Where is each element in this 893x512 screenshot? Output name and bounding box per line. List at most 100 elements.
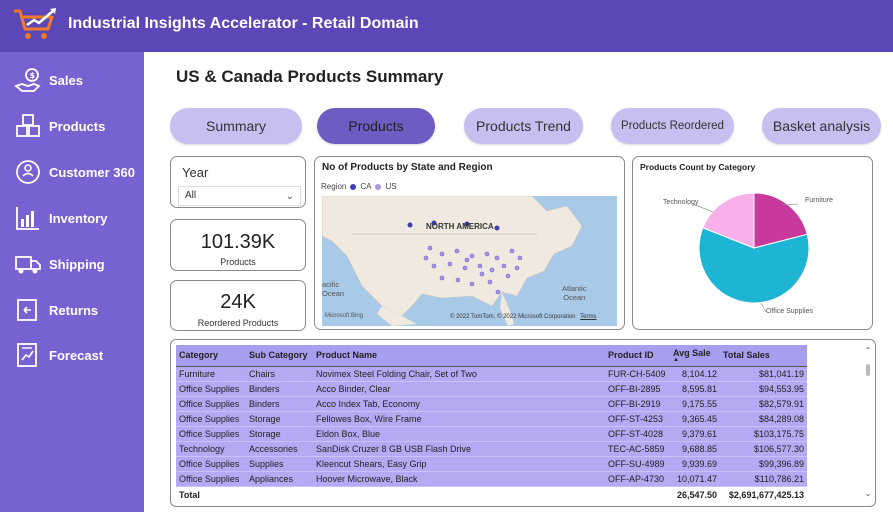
- table-cell: Binders: [246, 396, 313, 412]
- table-cell: Storage: [246, 411, 313, 427]
- scroll-thumb[interactable]: [866, 364, 870, 376]
- table-cell: $99,396.89: [720, 456, 807, 472]
- table-cell: Office Supplies: [176, 411, 246, 427]
- table-cell: Office Supplies: [176, 396, 246, 412]
- tab-basket-analysis[interactable]: Basket analysis: [762, 108, 881, 144]
- map-terms-link[interactable]: Terms: [580, 314, 597, 320]
- sidebar: $ Sales Products Customer 360 Inventory …: [0, 52, 144, 512]
- table-cell: $82,579.91: [720, 396, 807, 412]
- app-title: Industrial Insights Accelerator - Retail…: [68, 15, 419, 32]
- year-slicer: Year All ⌄: [170, 156, 306, 208]
- table-row[interactable]: Furniture Chairs Novimex Steel Folding Cha…: [176, 366, 807, 382]
- sidebar-item-label: Customer 360: [49, 164, 135, 180]
- table-cell: 9,175.55: [670, 396, 720, 412]
- sidebar-item-returns[interactable]: Returns: [0, 290, 144, 330]
- table-scrollbar[interactable]: ⌃ ⌄: [864, 346, 872, 498]
- column-header-product-id[interactable]: Product ID: [605, 345, 670, 367]
- table-cell: Hoover Microwave, Black: [313, 471, 605, 487]
- map-canvas[interactable]: NORTH AMERICA acific Ocean Atlantic Ocea…: [322, 196, 617, 326]
- table-cell: Office Supplies: [176, 456, 246, 472]
- pie-leader-line: [760, 302, 767, 313]
- table-cell: Binders: [246, 381, 313, 397]
- legend-label-us: US: [385, 182, 397, 191]
- column-header-avg-sale[interactable]: Avg Sale ▲: [670, 345, 720, 367]
- table-total-row: Total 26,547.50 $2,691,677,425.13: [176, 486, 807, 503]
- total-empty-cell: [313, 486, 605, 503]
- table-cell: Supplies: [246, 456, 313, 472]
- truck-icon: [13, 249, 43, 279]
- table-cell: 10,071.47: [670, 471, 720, 487]
- table-cell: Fellowes Box, Wire Frame: [313, 411, 605, 427]
- map-label-atlantic: Atlantic Ocean: [562, 284, 587, 302]
- sidebar-item-forecast[interactable]: Forecast: [0, 335, 144, 375]
- scroll-down-icon[interactable]: ⌄: [864, 489, 872, 498]
- table-cell: Novimex Steel Folding Chair, Set of Two: [313, 366, 605, 382]
- table-row[interactable]: Office Supplies Storage Fellowes Box, Wire…: [176, 411, 807, 427]
- table-cell: $106,577.30: [720, 441, 807, 457]
- column-header-product-name[interactable]: Product Name: [313, 345, 605, 367]
- table-row[interactable]: Office Supplies Appliances Hoover Microwav…: [176, 471, 807, 487]
- table-row[interactable]: Technology Accessories SanDisk Cruzer 8 GB…: [176, 441, 807, 457]
- sidebar-item-inventory[interactable]: Inventory: [0, 198, 144, 238]
- forecast-report-icon: [13, 340, 43, 370]
- table-cell: 8,595.81: [670, 381, 720, 397]
- pie-label-office-supplies: Office Supplies: [766, 308, 813, 315]
- legend-title: Region: [321, 182, 347, 191]
- tab-products-reordered[interactable]: Products Reordered: [611, 108, 734, 144]
- table-row[interactable]: Office Supplies Binders Acco Index Tab, Ec…: [176, 396, 807, 412]
- year-dropdown[interactable]: All ⌄: [178, 186, 301, 206]
- sidebar-item-sales[interactable]: $ Sales: [0, 60, 144, 100]
- map-credit: © 2022 TomTom, © 2022 Microsoft Corporat…: [450, 314, 596, 320]
- tab-products[interactable]: Products: [317, 108, 435, 144]
- total-label: Total: [176, 486, 246, 503]
- sort-ascending-icon: ▲: [673, 357, 679, 364]
- table-row[interactable]: Office Supplies Binders Acco Binder, Clear…: [176, 381, 807, 397]
- total-empty-cell: [605, 486, 670, 503]
- table-row[interactable]: Office Supplies Storage Eldon Box, Blue OFF…: [176, 426, 807, 442]
- scroll-up-icon[interactable]: ⌃: [864, 346, 872, 355]
- pie-label-furniture: Furniture: [805, 197, 834, 204]
- money-hand-icon: $: [13, 65, 43, 95]
- tab-products-trend[interactable]: Products Trend: [464, 108, 583, 144]
- chevron-down-icon: ⌄: [285, 191, 294, 202]
- pie-slice-office-supplies[interactable]: [698, 227, 810, 304]
- map-visual: No of Products by State and Region Regio…: [314, 156, 625, 330]
- table-row[interactable]: Office Supplies Supplies Kleencut Shears, …: [176, 456, 807, 472]
- kpi-products-card: 101.39K Products: [170, 219, 306, 271]
- sidebar-item-label: Sales: [49, 72, 83, 88]
- kpi-value: 24K: [220, 291, 256, 313]
- legend-dot-ca: [350, 183, 357, 190]
- north-america-map: [322, 196, 617, 326]
- column-header-category[interactable]: Category: [176, 345, 246, 367]
- table-cell: Appliances: [246, 471, 313, 487]
- table-header-row: Category Sub Category Product Name Produ…: [176, 345, 807, 367]
- svg-text:$: $: [30, 71, 36, 80]
- table-cell: $110,786.21: [720, 471, 807, 487]
- table-cell: Acco Index Tab, Economy: [313, 396, 605, 412]
- table-cell: Eldon Box, Blue: [313, 426, 605, 442]
- legend-dot-us: [375, 183, 382, 190]
- table-cell: TEC-AC-5859: [605, 441, 670, 457]
- table-cell: 9,939.69: [670, 456, 720, 472]
- table-cell: OFF-AP-4730: [605, 471, 670, 487]
- sidebar-item-label: Inventory: [49, 210, 108, 226]
- sidebar-item-shipping[interactable]: Shipping: [0, 244, 144, 284]
- pie-label-technology: Technology: [663, 199, 699, 206]
- map-title: No of Products by State and Region: [322, 162, 493, 173]
- year-dropdown-value: All: [185, 190, 197, 201]
- table-cell: Office Supplies: [176, 426, 246, 442]
- pie-slice-technology[interactable]: [702, 192, 755, 249]
- table-cell: Storage: [246, 426, 313, 442]
- page-title: US & Canada Products Summary: [176, 67, 444, 86]
- tab-summary[interactable]: Summary: [170, 108, 302, 144]
- column-header-total-sales[interactable]: Total Sales: [720, 345, 807, 367]
- sidebar-item-label: Products: [49, 118, 106, 134]
- map-legend: Region CA US: [321, 182, 397, 191]
- column-header-sub-category[interactable]: Sub Category: [246, 345, 313, 367]
- sidebar-item-products[interactable]: Products: [0, 106, 144, 146]
- top-bar: Industrial Insights Accelerator - Retail…: [0, 0, 893, 52]
- table-cell: $94,553.95: [720, 381, 807, 397]
- inventory-chart-icon: [13, 203, 43, 233]
- total-avg-sale: 26,547.50: [670, 486, 720, 503]
- sidebar-item-customer-360[interactable]: Customer 360: [0, 152, 144, 192]
